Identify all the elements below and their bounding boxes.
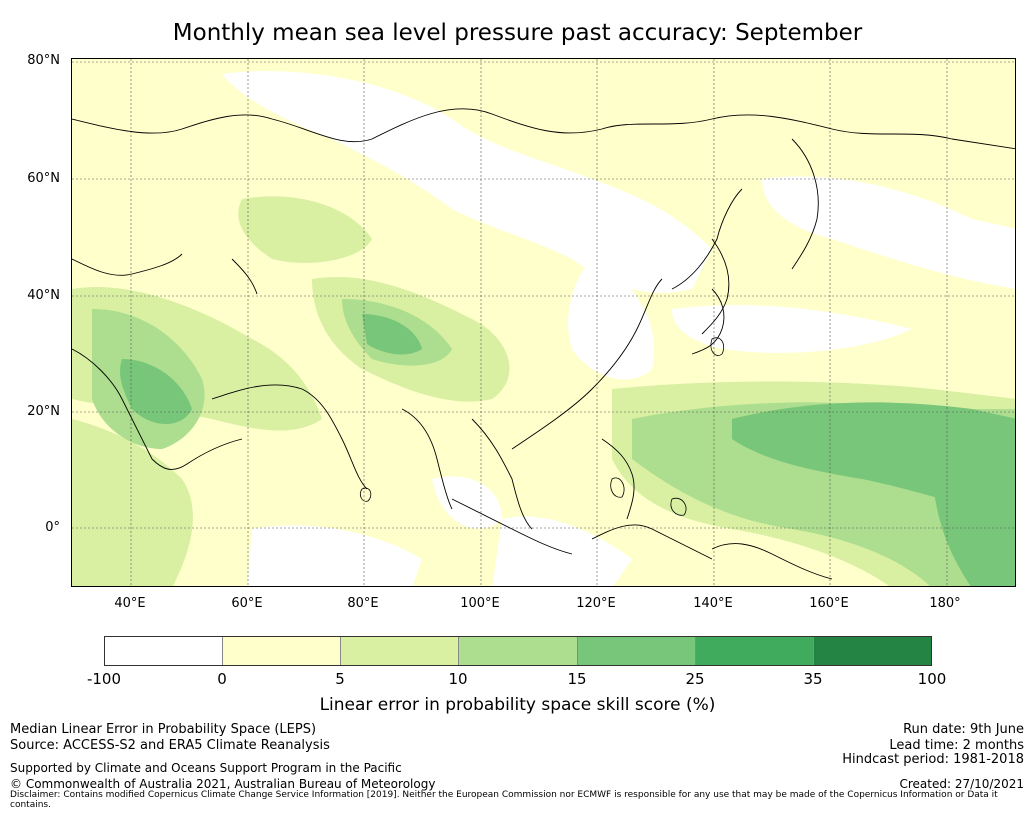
lon-tick-label: 160°E — [809, 596, 849, 611]
lat-tick-label: 80°N — [27, 53, 60, 68]
lat-tick-label: 60°N — [27, 171, 60, 186]
lon-tick-label: 100°E — [460, 596, 500, 611]
colorbar — [104, 636, 932, 666]
colorbar-tick: 25 — [685, 670, 705, 688]
colorbar-tick: 35 — [803, 670, 823, 688]
footer-lead-time: Lead time: 2 months — [889, 738, 1024, 753]
colorbar-tick: -100 — [86, 670, 122, 688]
map-panel — [71, 58, 1016, 587]
lon-tick-label: 40°E — [114, 596, 146, 611]
footer-method: Median Linear Error in Probability Space… — [10, 722, 317, 737]
colorbar-tick: 0 — [217, 670, 227, 688]
lon-tick-label: 180° — [929, 596, 961, 611]
footer-run-date: Run date: 9th June — [903, 722, 1024, 737]
skill-map — [72, 59, 1015, 586]
footer-created: Created: 27/10/2021 — [899, 777, 1024, 791]
lon-tick-label: 140°E — [693, 596, 733, 611]
lat-tick-label: 0° — [45, 520, 60, 535]
colorbar-segment — [341, 637, 460, 665]
colorbar-segment — [577, 637, 696, 665]
footer-hindcast: Hindcast period: 1981-2018 — [842, 752, 1024, 767]
colorbar-segment — [459, 637, 578, 665]
lat-tick-label: 40°N — [27, 288, 60, 303]
lon-tick-label: 60°E — [231, 596, 263, 611]
footer-source: Source: ACCESS-S2 and ERA5 Climate Reana… — [10, 738, 330, 753]
colorbar-segment — [813, 637, 931, 665]
lon-tick-label: 80°E — [347, 596, 379, 611]
colorbar-tick: 100 — [917, 670, 947, 688]
colorbar-label: Linear error in probability space skill … — [319, 695, 716, 715]
footer-disclaimer: Disclaimer: Contains modified Copernicus… — [10, 790, 998, 810]
lon-tick-label: 120°E — [576, 596, 616, 611]
footer-support: Supported by Climate and Oceans Support … — [10, 761, 402, 775]
lat-tick-label: 20°N — [27, 404, 60, 419]
chart-title: Monthly mean sea level pressure past acc… — [172, 20, 863, 46]
colorbar-segment — [695, 637, 814, 665]
coastlines — [72, 108, 1015, 580]
footer-copyright: © Commonwealth of Australia 2021, Austra… — [10, 777, 436, 791]
colorbar-tick: 5 — [335, 670, 345, 688]
colorbar-tick: 10 — [448, 670, 468, 688]
colorbar-segment — [223, 637, 342, 665]
colorbar-segment — [105, 637, 224, 665]
colorbar-tick: 15 — [567, 670, 587, 688]
